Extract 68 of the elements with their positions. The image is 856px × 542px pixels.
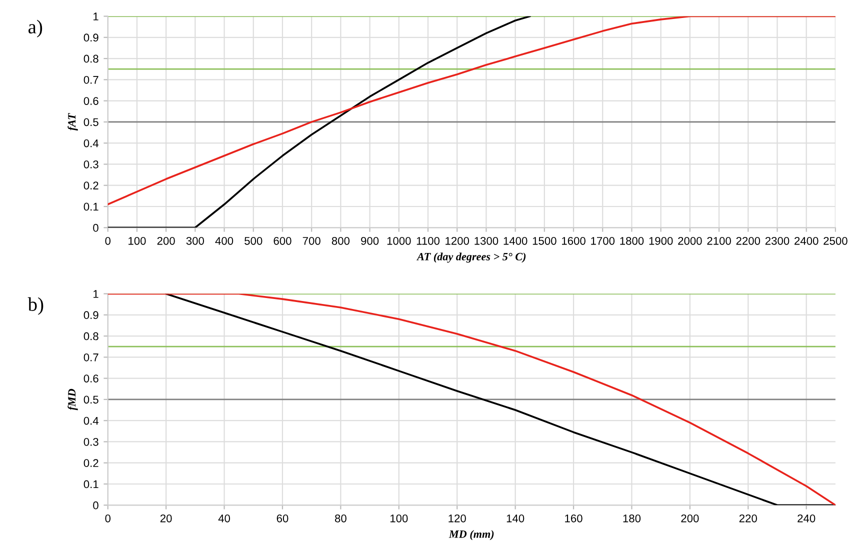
y-tick-label: 0.5 — [84, 118, 98, 126]
x-axis-title: AT (day degrees > 5° C) — [416, 252, 526, 263]
y-tick-label: 0.6 — [84, 374, 98, 382]
x-tick-label: 1200 — [446, 236, 470, 245]
x-tick-label: 0 — [105, 236, 111, 245]
x-tick-label: 200 — [157, 236, 175, 245]
y-tick-label: 0.9 — [84, 34, 98, 42]
y-tick-label: 0.6 — [84, 97, 98, 105]
x-tick-label: 140 — [506, 514, 524, 522]
y-axis-title: fMD — [68, 388, 78, 410]
x-tick-label: 0 — [105, 514, 111, 522]
x-tick-label: 160 — [565, 514, 582, 522]
x-tick-label: 600 — [274, 236, 292, 245]
y-tick-label: 0.4 — [84, 139, 99, 148]
x-tick-label: 1300 — [474, 236, 498, 245]
x-tick-label: 800 — [332, 236, 350, 245]
x-tick-label: 2000 — [678, 236, 702, 245]
x-tick-label: 700 — [302, 236, 320, 245]
y-tick-label: 0 — [93, 501, 98, 510]
y-tick-label: 0.3 — [84, 438, 98, 446]
x-tick-label: 2500 — [824, 236, 848, 245]
x-tick-label: 300 — [186, 236, 204, 245]
y-tick-label: 0.9 — [84, 311, 98, 320]
x-tick-label: 400 — [215, 236, 234, 245]
x-tick-label: 100 — [128, 236, 146, 245]
x-tick-label: 220 — [739, 514, 757, 522]
y-tick-label: 0.2 — [84, 459, 98, 468]
x-tick-label: 1500 — [532, 236, 556, 245]
x-tick-label: 1800 — [620, 236, 644, 245]
x-tick-label: 80 — [334, 514, 346, 522]
line-series — [108, 16, 531, 228]
y-tick-label: 0.3 — [84, 160, 98, 168]
y-tick-label: 0.1 — [84, 202, 98, 211]
chart-title: b) — [28, 297, 44, 315]
y-tick-label: 0.4 — [84, 416, 99, 425]
x-tick-label: 1900 — [649, 236, 673, 245]
y-tick-label: 0.8 — [84, 332, 98, 340]
x-tick-label: 1100 — [416, 236, 440, 245]
x-tick-label: 40 — [218, 514, 230, 522]
x-tick-label: 2300 — [765, 236, 790, 245]
y-tick-label: 0.1 — [84, 480, 98, 488]
y-tick-label: 0.8 — [84, 54, 98, 63]
y-tick-label: 1 — [93, 290, 98, 298]
x-tick-label: 1700 — [591, 236, 615, 245]
x-tick-label: 1000 — [387, 236, 411, 245]
y-tick-label: 1 — [93, 12, 98, 20]
x-tick-label: 900 — [361, 236, 379, 245]
y-tick-label: 0 — [93, 224, 98, 232]
x-tick-label: 2400 — [794, 236, 818, 245]
x-tick-label: 2100 — [707, 236, 731, 245]
x-tick-label: 120 — [448, 514, 466, 522]
x-tick-label: 2200 — [736, 236, 760, 245]
x-tick-label: 1400 — [504, 236, 528, 245]
y-tick-label: 0.5 — [84, 396, 98, 404]
x-tick-label: 240 — [798, 514, 816, 522]
chart-title: a) — [28, 20, 42, 38]
x-tick-label: 200 — [681, 514, 699, 522]
y-tick-label: 0.2 — [84, 182, 98, 190]
x-tick-label: 180 — [623, 514, 641, 522]
x-tick-label: 20 — [160, 514, 172, 522]
x-tick-label: 60 — [276, 514, 288, 522]
x-tick-label: 500 — [244, 236, 262, 245]
y-tick-label: 0.7 — [84, 353, 98, 362]
y-tick-label: 0.7 — [84, 76, 98, 84]
y-axis-title: fAT — [68, 112, 78, 131]
x-axis-title: MD (mm) — [448, 530, 494, 540]
x-tick-label: 100 — [390, 514, 408, 522]
x-tick-label: 1600 — [562, 236, 586, 245]
